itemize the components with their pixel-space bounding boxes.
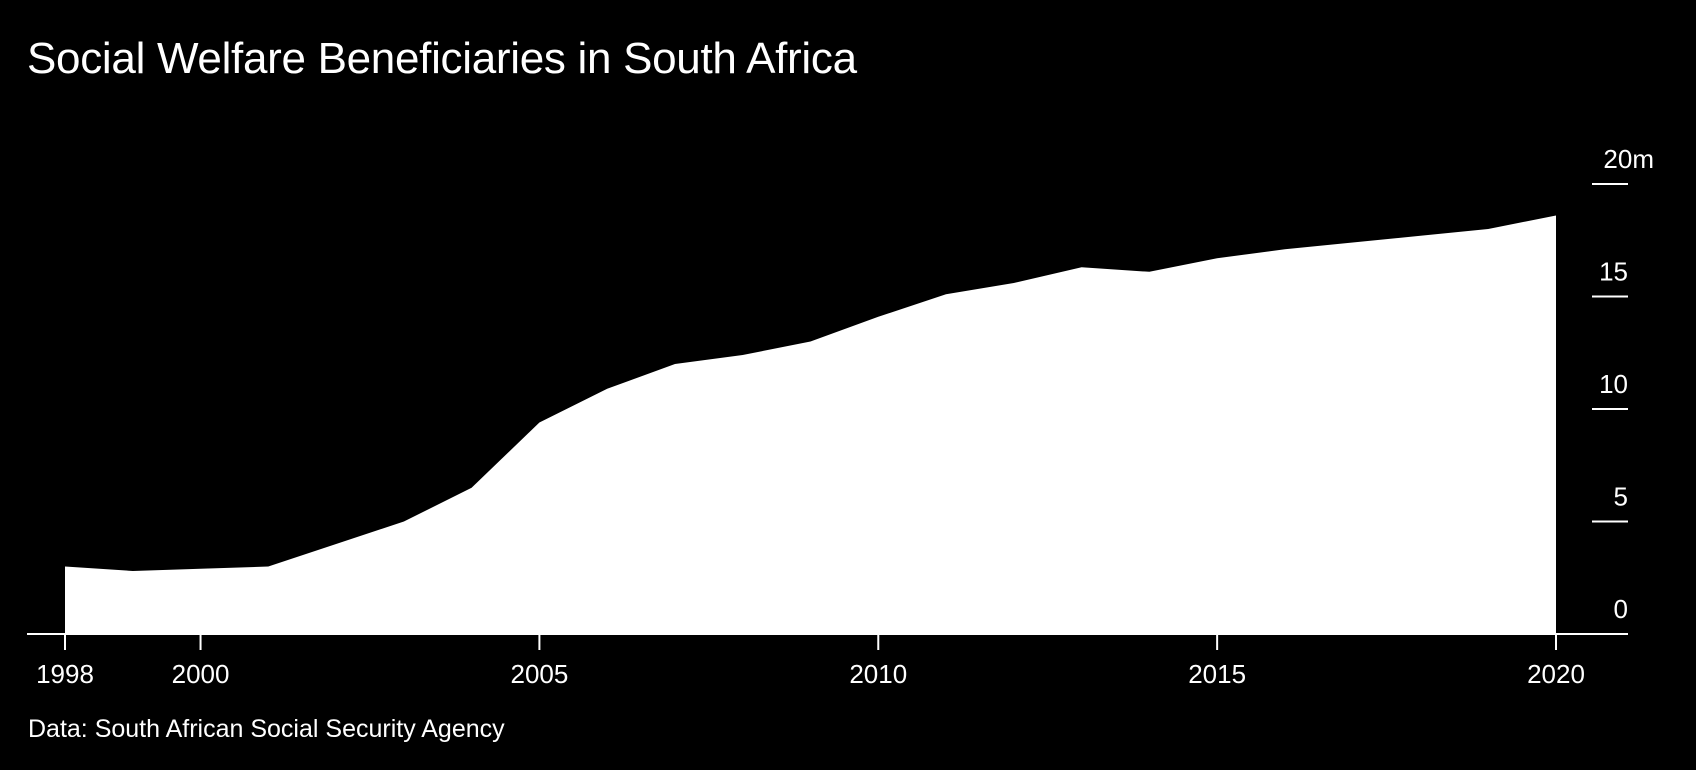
x-axis-ticks: 1998 2000 2005 2010 2015 2020 bbox=[36, 634, 1585, 689]
area-series bbox=[65, 215, 1556, 634]
y-tick-label-20m: 20m bbox=[1603, 144, 1654, 174]
x-tick-label-1998: 1998 bbox=[36, 659, 94, 689]
data-source-note: Data: South African Social Security Agen… bbox=[28, 715, 505, 743]
y-axis-ticks: 0 5 10 15 20m bbox=[1592, 144, 1654, 624]
y-tick-label-0: 0 bbox=[1614, 594, 1628, 624]
y-tick-label-15: 15 bbox=[1599, 257, 1628, 287]
x-tick-label-2005: 2005 bbox=[510, 659, 568, 689]
x-tick-label-2010: 2010 bbox=[849, 659, 907, 689]
x-tick-label-2020: 2020 bbox=[1527, 659, 1585, 689]
y-tick-label-5: 5 bbox=[1614, 482, 1628, 512]
x-tick-label-2015: 2015 bbox=[1188, 659, 1246, 689]
y-tick-label-10: 10 bbox=[1599, 369, 1628, 399]
x-tick-label-2000: 2000 bbox=[172, 659, 230, 689]
chart-title: Social Welfare Beneficiaries in South Af… bbox=[27, 34, 857, 83]
